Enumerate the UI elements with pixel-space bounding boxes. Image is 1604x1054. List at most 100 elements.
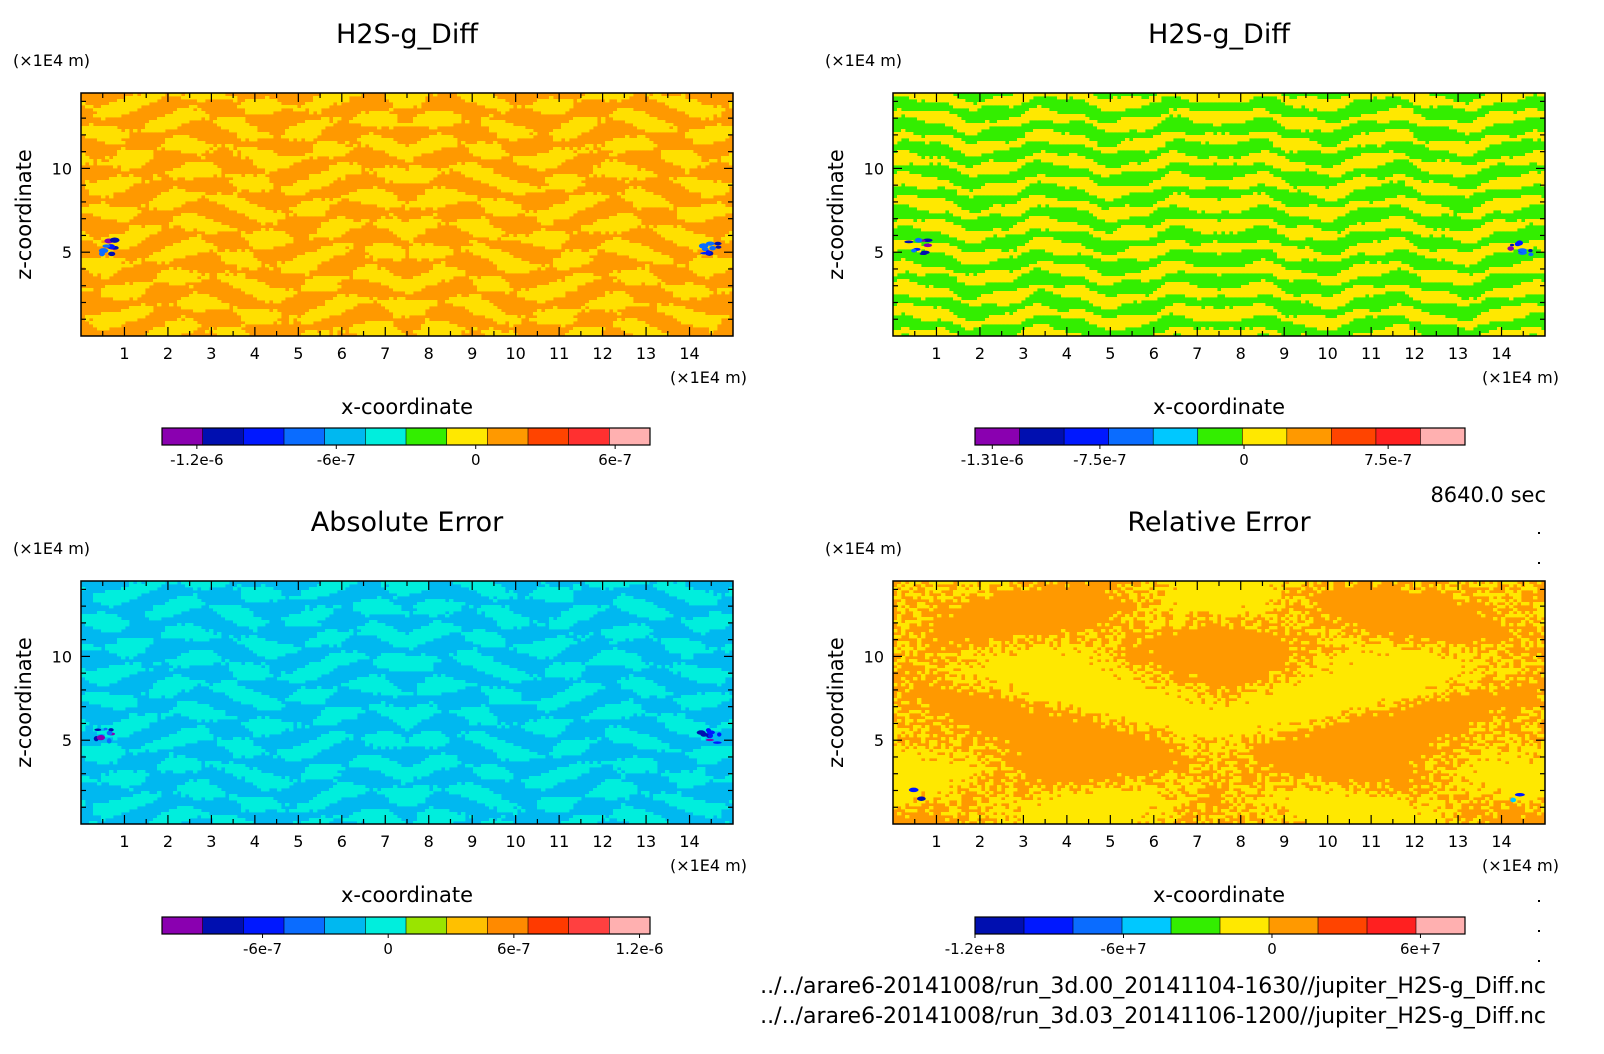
- field-cell: [385, 252, 390, 256]
- field-cell: [457, 192, 462, 196]
- field-cell: [257, 105, 262, 109]
- field-cell: [317, 141, 322, 145]
- field-cell: [405, 99, 410, 103]
- field-cell: [417, 198, 422, 202]
- field-cell: [281, 189, 286, 193]
- field-cell: [117, 162, 122, 166]
- field-cell: [417, 150, 422, 154]
- field-cell: [693, 180, 698, 184]
- field-cell: [569, 207, 574, 211]
- field-cell: [549, 153, 554, 157]
- field-cell: [729, 156, 734, 160]
- field-cell: [285, 234, 290, 238]
- field-cell: [149, 225, 154, 229]
- field-cell: [533, 159, 538, 163]
- field-cell: [461, 198, 466, 202]
- field-cell: [669, 261, 674, 265]
- field-cell: [309, 123, 314, 127]
- field-cell: [729, 237, 734, 241]
- field-cell: [569, 204, 574, 208]
- field-cell: [689, 216, 694, 220]
- field-cell: [569, 288, 574, 292]
- field-cell: [293, 129, 298, 133]
- field-cell: [497, 213, 502, 217]
- field-cell: [185, 246, 190, 250]
- field-cell: [137, 96, 142, 100]
- field-cell: [669, 177, 674, 181]
- field-cell: [385, 120, 390, 124]
- field-cell: [297, 132, 302, 136]
- field-cell: [293, 270, 298, 274]
- field-cell: [641, 147, 646, 151]
- field-cell: [381, 198, 386, 202]
- field-cell: [141, 102, 146, 106]
- field-cell: [197, 309, 202, 313]
- field-cell: [557, 153, 562, 157]
- field-cell: [681, 156, 686, 160]
- field-cell: [353, 300, 358, 304]
- field-cell: [397, 252, 402, 256]
- field-cell: [437, 123, 442, 127]
- field-cell: [501, 105, 506, 109]
- field-cell: [421, 120, 426, 124]
- field-cell: [205, 297, 210, 301]
- field-cell: [625, 93, 630, 97]
- field-cell: [197, 222, 202, 226]
- field-cell: [417, 120, 422, 124]
- field-cell: [689, 186, 694, 190]
- field-cell: [505, 237, 510, 241]
- field-cell: [469, 162, 474, 166]
- field-cell: [637, 126, 642, 130]
- field-cell: [117, 261, 122, 265]
- field-cell: [253, 126, 258, 130]
- field-cell: [269, 153, 274, 157]
- field-cell: [285, 270, 290, 274]
- field-cell: [109, 285, 114, 289]
- field-cell: [373, 201, 378, 205]
- field-cell: [113, 105, 118, 109]
- field-cell: [713, 129, 718, 133]
- field-cell: [269, 210, 274, 214]
- field-cell: [413, 204, 418, 208]
- field-cell: [209, 195, 214, 199]
- field-cell: [449, 195, 454, 199]
- field-cell: [429, 144, 434, 148]
- field-cell: [237, 174, 242, 178]
- field-cell: [129, 177, 134, 181]
- field-cell: [709, 267, 714, 271]
- field-cell: [125, 111, 130, 115]
- field-cell: [225, 249, 230, 253]
- field-cell: [557, 210, 562, 214]
- field-cell: [169, 201, 174, 205]
- field-cell: [717, 114, 722, 118]
- field-cell: [461, 192, 466, 196]
- field-cell: [173, 219, 178, 223]
- field-cell: [341, 276, 346, 280]
- field-cell: [321, 174, 326, 178]
- field-cell: [265, 288, 270, 292]
- field-cell: [725, 159, 730, 163]
- field-cell: [133, 105, 138, 109]
- field-cell: [293, 210, 298, 214]
- field-cell: [165, 201, 170, 205]
- field-cell: [705, 189, 710, 193]
- field-cell: [617, 276, 622, 280]
- field-cell: [361, 273, 366, 277]
- field-cell: [313, 150, 318, 154]
- field-cell: [333, 228, 338, 232]
- field-cell: [397, 228, 402, 232]
- field-cell: [321, 123, 326, 127]
- field-cell: [373, 270, 378, 274]
- field-cell: [249, 237, 254, 241]
- field-cell: [309, 252, 314, 256]
- field-cell: [525, 189, 530, 193]
- field-cell: [205, 168, 210, 172]
- field-cell: [493, 279, 498, 283]
- field-cell: [445, 117, 450, 121]
- field-cell: [641, 255, 646, 259]
- field-cell: [689, 114, 694, 118]
- field-cell: [457, 303, 462, 307]
- field-cell: [645, 171, 650, 175]
- field-cell: [353, 276, 358, 280]
- field-cell: [721, 264, 726, 268]
